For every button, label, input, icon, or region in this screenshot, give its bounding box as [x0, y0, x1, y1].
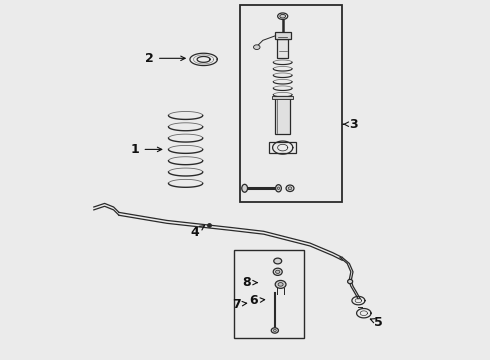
- Bar: [269, 142, 296, 153]
- Ellipse shape: [288, 187, 292, 190]
- Ellipse shape: [286, 185, 294, 192]
- Text: 2: 2: [145, 52, 185, 65]
- Bar: [275, 32, 291, 39]
- Bar: [240, 5, 342, 202]
- Ellipse shape: [280, 14, 286, 18]
- Text: 3: 3: [343, 118, 357, 131]
- Ellipse shape: [274, 258, 282, 264]
- Ellipse shape: [275, 280, 286, 288]
- Text: 8: 8: [243, 276, 257, 289]
- Bar: [272, 96, 294, 99]
- Text: 7: 7: [232, 298, 246, 311]
- Text: 4: 4: [190, 226, 204, 239]
- Ellipse shape: [273, 329, 276, 332]
- Ellipse shape: [242, 184, 247, 192]
- Ellipse shape: [275, 185, 281, 192]
- Ellipse shape: [278, 13, 288, 19]
- Ellipse shape: [273, 268, 282, 275]
- Text: 1: 1: [131, 143, 162, 156]
- Bar: [234, 250, 304, 338]
- Ellipse shape: [253, 45, 260, 49]
- Ellipse shape: [347, 279, 353, 284]
- Ellipse shape: [275, 270, 280, 274]
- Bar: [277, 39, 288, 58]
- Ellipse shape: [277, 187, 280, 189]
- Ellipse shape: [271, 328, 278, 333]
- Text: 6: 6: [250, 294, 265, 307]
- Ellipse shape: [278, 283, 283, 286]
- Bar: [275, 96, 290, 134]
- Text: 5: 5: [370, 316, 383, 329]
